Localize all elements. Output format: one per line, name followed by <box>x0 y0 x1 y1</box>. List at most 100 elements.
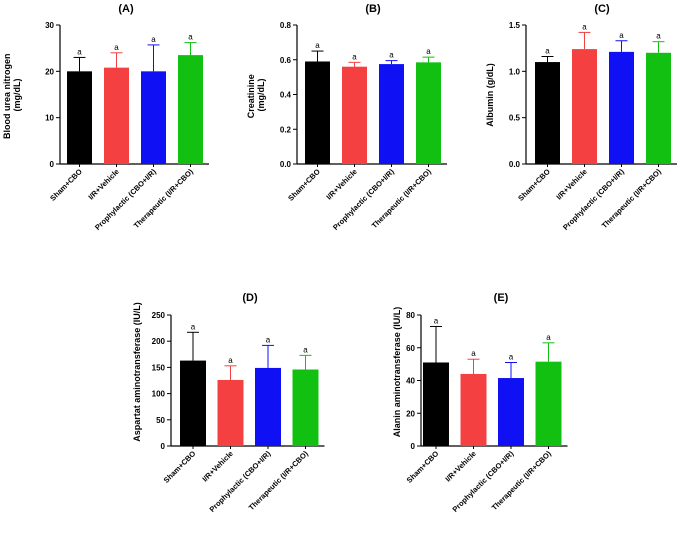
panel-d-significance-4: a <box>303 345 308 354</box>
panel-d-title: (D) <box>242 292 258 304</box>
panel-a-y-axis-label-line-2: (mg/dL) <box>12 79 22 112</box>
panel-b-category-label-1: Sham+CBO <box>286 167 322 203</box>
panel-b-significance-3: a <box>389 51 394 60</box>
panel-c-bar-3 <box>609 51 634 164</box>
panel-e-title: (E) <box>494 292 509 304</box>
panel-c-y-tick-label-4: 1.5 <box>509 21 521 30</box>
panel-e-significance-4: a <box>546 333 551 342</box>
panel-c-category-label-2: I/R+Vehicle <box>554 167 589 202</box>
panel-c-y-tick-label-2: 0.5 <box>509 114 521 123</box>
panel-e-bar-1 <box>423 362 449 446</box>
panel-a-y-axis-label: Blood urea nitrogen (mg/dL) <box>2 51 22 139</box>
panel-d-significance-3: a <box>266 335 271 344</box>
panel-d-category-label-2: I/R+Vehicle <box>200 449 235 484</box>
panel-d-y-axis-label-line-1: Aspartat aminotransferase (IU/L) <box>132 302 142 442</box>
panel-d-y-tick-label-4: 150 <box>152 363 166 372</box>
panel-d-y-tick-label-5: 200 <box>152 337 166 346</box>
panel-d-y-tick-label-3: 100 <box>152 390 166 399</box>
panel-a: (A) Blood urea nitrogen (mg/dL) 0102030 … <box>2 3 209 232</box>
panel-b-y-axis-label-line-1: Creatinine <box>246 74 256 118</box>
panel-e-y-tick-label-3: 40 <box>406 377 415 386</box>
panel-b-y-axis-label-line-2: (mg/dL) <box>256 79 266 112</box>
panel-a-significance-3: a <box>151 35 156 44</box>
panel-b-y-tick-label-5: 0.8 <box>280 21 292 30</box>
panel-a-bar-1 <box>67 71 92 164</box>
panel-b-title: (B) <box>365 3 381 15</box>
panel-d-significance-1: a <box>191 322 196 331</box>
panel-a-title: (A) <box>118 3 134 15</box>
panel-a-y-tick-label-4: 30 <box>45 21 54 30</box>
panel-e-y-tick-label-5: 80 <box>406 311 415 320</box>
panel-b: (B) Creatinine (mg/dL) 0.0 0.2 0.4 0.6 0.8 a… <box>246 3 447 232</box>
panel-b-y-axis-label: Creatinine (mg/dL) <box>246 72 266 119</box>
panel-b-category-label-3: Prophylactic (CBO+I/R) <box>331 167 396 232</box>
panel-d: (D) Aspartat aminotransferase (IU/L) 0 50… <box>132 292 325 514</box>
panel-d-y-tick-label-1: 0 <box>161 442 166 451</box>
panel-a-significance-4: a <box>188 33 193 42</box>
panel-b-y-tick-label-3: 0.4 <box>280 91 292 100</box>
panel-a-bar-2 <box>104 67 129 164</box>
panel-c-y-axis-label-line-1: Albumin (g/dL) <box>485 63 495 126</box>
panel-d-bar-3 <box>255 367 281 446</box>
panel-e: (E) Alanin aminotransferase (IU/L) 0 20 40… <box>392 292 568 514</box>
panel-c-y-axis-label: Albumin (g/dL) <box>485 63 495 126</box>
panel-b-significance-4: a <box>426 47 431 56</box>
panel-c-bar-1 <box>535 62 560 164</box>
panel-e-y-axis-label-line-1: Alanin aminotransferase (IU/L) <box>392 307 402 438</box>
panel-c-y-tick-label-1: 0.0 <box>509 160 521 169</box>
panel-a-y-tick-label-1: 0 <box>50 160 55 169</box>
panel-a-bar-4 <box>178 55 203 164</box>
panel-a-bar-3 <box>141 71 166 164</box>
panel-b-bar-1 <box>305 61 330 164</box>
panel-a-significance-1: a <box>77 47 82 56</box>
panel-c-title: (C) <box>594 3 610 15</box>
panel-b-bar-4 <box>416 62 441 165</box>
panel-a-y-axis-label-line-1: Blood urea nitrogen <box>2 54 12 140</box>
panel-e-category-label-1: Sham+CBO <box>405 449 441 485</box>
panel-b-y-tick-label-4: 0.6 <box>280 56 292 65</box>
panel-e-bar-4 <box>535 361 562 446</box>
panel-e-bar-3 <box>498 378 524 446</box>
panel-e-y-tick-label-2: 20 <box>406 409 415 418</box>
panel-a-category-label-2: I/R+Vehicle <box>86 167 121 202</box>
panel-b-bar-2 <box>342 66 367 164</box>
panel-b-category-label-2: I/R+Vehicle <box>324 167 359 202</box>
panel-e-significance-2: a <box>471 349 476 358</box>
panel-a-category-label-3: Prophylactic (CBO+I/R) <box>93 167 158 232</box>
panel-d-y-tick-label-2: 50 <box>156 416 165 425</box>
panel-c-bar-2 <box>572 49 597 164</box>
panel-e-y-tick-label-4: 60 <box>406 344 415 353</box>
panel-e-significance-3: a <box>509 352 514 361</box>
panel-b-significance-1: a <box>315 41 320 50</box>
panel-c: (C) Albumin (g/dL) 0.0 0.5 1.0 1.5 a a a a Sha… <box>485 3 677 232</box>
panel-a-y-tick-label-2: 10 <box>45 114 54 123</box>
panel-c-bar-4 <box>646 52 671 164</box>
panel-d-y-tick-label-6: 250 <box>152 311 166 320</box>
panel-c-significance-1: a <box>545 47 550 56</box>
panel-d-bar-2 <box>217 379 244 446</box>
panel-b-y-tick-label-1: 0.0 <box>280 160 292 169</box>
panel-b-y-tick-label-2: 0.2 <box>280 125 292 134</box>
panel-d-category-label-3: Prophylactic (CBO+I/R) <box>208 449 273 514</box>
panel-e-significance-1: a <box>434 316 439 325</box>
panel-b-significance-2: a <box>352 52 357 61</box>
panel-c-category-label-1: Sham+CBO <box>516 167 552 203</box>
panel-a-category-label-1: Sham+CBO <box>48 167 84 203</box>
panel-d-y-axis-label: Aspartat aminotransferase (IU/L) <box>132 302 142 442</box>
panel-b-bar-3 <box>379 64 404 164</box>
panel-c-category-label-3: Prophylactic (CBO+I/R) <box>561 167 626 232</box>
panel-d-bar-1 <box>180 360 206 446</box>
panel-c-significance-2: a <box>582 22 587 31</box>
panel-c-significance-3: a <box>619 31 624 40</box>
panel-e-category-label-3: Prophylactic (CBO+I/R) <box>451 449 516 514</box>
panel-e-y-axis-label: Alanin aminotransferase (IU/L) <box>392 307 402 438</box>
panel-a-y-tick-label-3: 20 <box>45 67 54 76</box>
panel-d-bar-4 <box>292 369 319 446</box>
panel-e-bar-2 <box>460 373 487 446</box>
panel-c-significance-4: a <box>656 32 661 41</box>
panel-d-significance-2: a <box>228 356 233 365</box>
panel-d-category-label-1: Sham+CBO <box>162 449 198 485</box>
panel-e-category-label-2: I/R+Vehicle <box>443 449 478 484</box>
panel-e-y-tick-label-1: 0 <box>411 442 416 451</box>
